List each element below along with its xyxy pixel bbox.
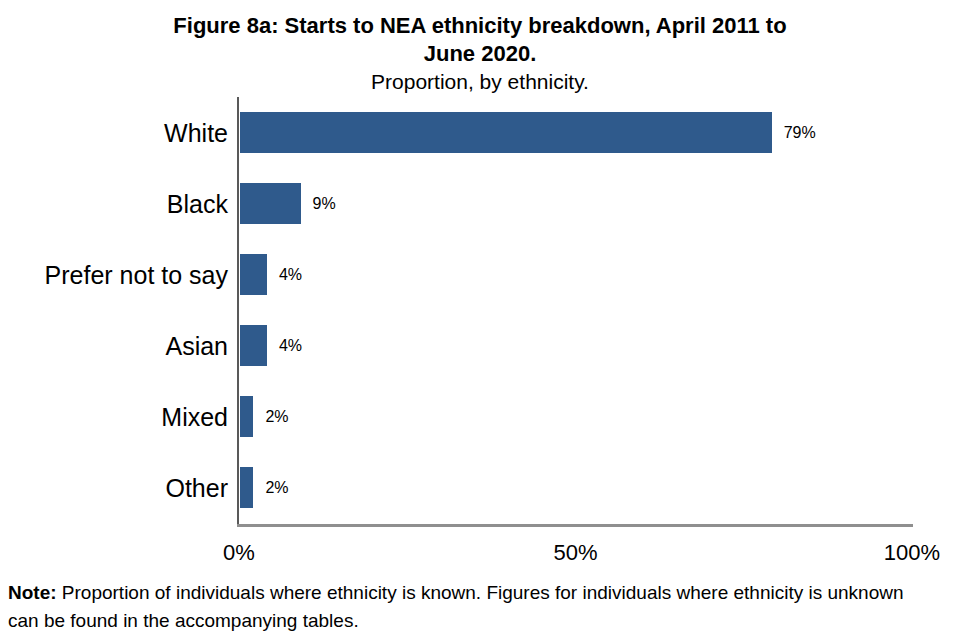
category-label: Asian bbox=[0, 331, 228, 361]
bar bbox=[240, 254, 267, 295]
category-label: Prefer not to say bbox=[0, 260, 228, 290]
x-axis-line bbox=[237, 524, 913, 527]
category-label: Other bbox=[0, 473, 228, 503]
value-label: 2% bbox=[265, 407, 288, 427]
x-tick-label: 0% bbox=[179, 540, 299, 566]
bar bbox=[240, 183, 301, 224]
value-label: 4% bbox=[279, 336, 302, 356]
bar bbox=[240, 467, 253, 508]
chart-figure: Figure 8a: Starts to NEA ethnicity break… bbox=[0, 0, 960, 640]
category-label: White bbox=[0, 118, 228, 148]
note-text-line1: Proportion of individuals where ethnicit… bbox=[57, 582, 904, 603]
note-text-line2: can be found in the accompanying tables. bbox=[8, 607, 954, 635]
bar bbox=[240, 396, 253, 437]
chart-title-line2: June 2020. bbox=[0, 40, 960, 68]
value-label: 9% bbox=[313, 194, 336, 214]
y-axis-line bbox=[237, 97, 239, 526]
chart-note: Note: Proportion of individuals where et… bbox=[8, 579, 954, 635]
chart-subtitle: Proportion, by ethnicity. bbox=[0, 68, 960, 96]
category-label: Mixed bbox=[0, 402, 228, 432]
value-label: 4% bbox=[279, 265, 302, 285]
x-tick-label: 100% bbox=[852, 540, 960, 566]
value-label: 2% bbox=[265, 478, 288, 498]
note-label: Note: bbox=[8, 582, 57, 603]
chart-title-line1: Figure 8a: Starts to NEA ethnicity break… bbox=[0, 12, 960, 40]
value-label: 79% bbox=[784, 123, 816, 143]
note-line1: Note: Proportion of individuals where et… bbox=[8, 579, 954, 607]
x-tick-label: 50% bbox=[516, 540, 636, 566]
category-label: Black bbox=[0, 189, 228, 219]
bar bbox=[240, 112, 772, 153]
bar bbox=[240, 325, 267, 366]
